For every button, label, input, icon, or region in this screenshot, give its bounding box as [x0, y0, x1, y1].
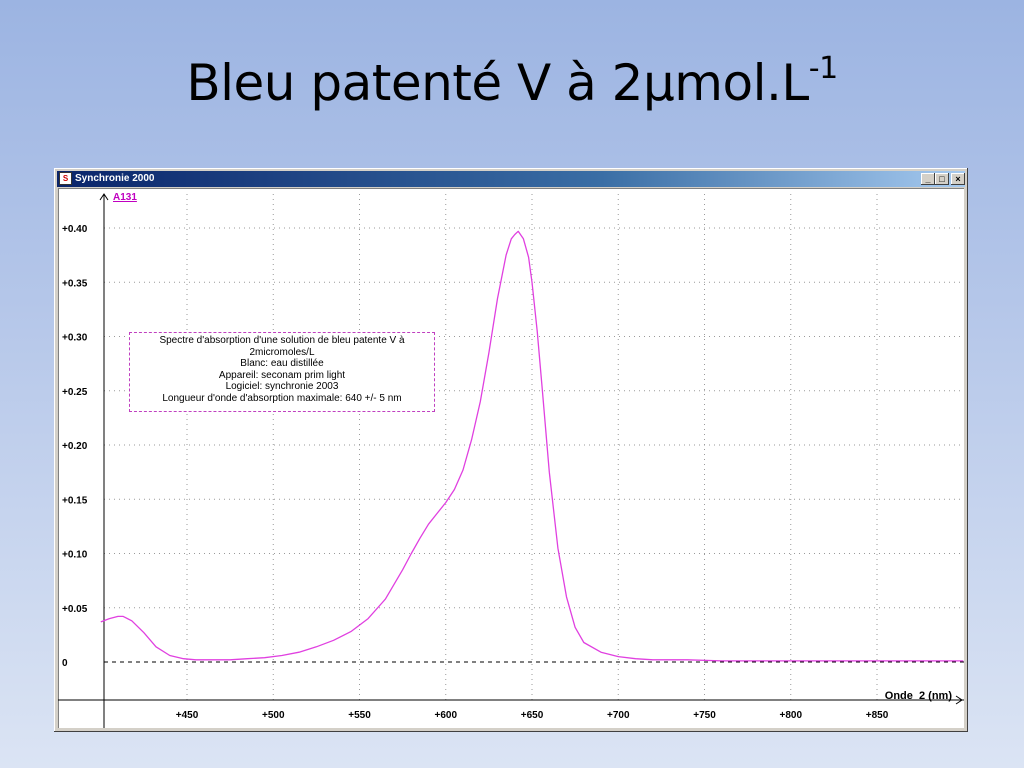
chart-svg: 0 +0.05 +0.10 +0.15 +0.20 +0.25 +0.30 +0.35 +0.4…: [58, 193, 964, 728]
synchronie-window: S Synchronie 2000 _ □ × 0 +0.05 +0.10 +0.15…: [54, 168, 968, 732]
slide-title: Bleu patenté V à 2µmol.L-1: [0, 54, 1024, 109]
close-button[interactable]: ×: [951, 173, 965, 185]
annotation-line: 2micromoles/L: [249, 346, 315, 358]
annotation-line: Blanc: eau distillée: [240, 358, 324, 369]
y-tick-label: +0.20: [62, 441, 88, 452]
x-tick-label: +550: [348, 710, 371, 721]
annotation-box[interactable]: Spectre d'absorption d'une solution de b…: [129, 332, 435, 412]
y-tick-label: +0.05: [62, 604, 88, 615]
y-tick-label: +0.25: [62, 387, 88, 398]
y-tick-label: +0.10: [62, 550, 88, 561]
y-tick-label: 0: [62, 658, 68, 669]
x-axis-arrow: [955, 695, 963, 705]
x-tick-label: +600: [434, 710, 457, 721]
series-line-a131: [100, 230, 964, 662]
series-layer: [100, 230, 964, 662]
x-tick-label: +500: [262, 710, 285, 721]
minimize-button[interactable]: _: [921, 173, 935, 185]
x-tick-label: +850: [866, 710, 889, 721]
tick-layer: 0 +0.05 +0.10 +0.15 +0.20 +0.25 +0.30 +0.35 +0.4…: [62, 224, 889, 721]
window-title: Synchronie 2000: [75, 173, 155, 184]
slide-title-superscript: -1: [808, 51, 838, 86]
x-tick-label: +800: [779, 710, 802, 721]
y-tick-label: +0.40: [62, 224, 88, 235]
slide-title-text: Bleu patenté V à 2µmol.L: [186, 54, 809, 112]
x-tick-label: +700: [607, 710, 630, 721]
annotation-line: Appareil: seconam prim light: [218, 369, 346, 381]
window-titlebar[interactable]: S Synchronie 2000 _ □ ×: [57, 171, 965, 187]
x-tick-label: +450: [176, 710, 199, 721]
x-tick-label: +650: [521, 710, 544, 721]
series-label[interactable]: A131: [113, 192, 137, 203]
axis-layer: [58, 193, 964, 728]
app-icon[interactable]: S: [59, 172, 72, 185]
y-axis-arrow: [99, 193, 109, 201]
y-tick-label: +0.15: [62, 495, 88, 506]
grid-layer: [104, 194, 964, 700]
annotation-line: Longueur d'onde d'absorption maximale: 6…: [162, 392, 402, 404]
plot-area[interactable]: 0 +0.05 +0.10 +0.15 +0.20 +0.25 +0.30 +0.35 +0.4…: [58, 188, 964, 728]
x-axis-title: Onde_2 (nm): [884, 690, 952, 702]
y-tick-label: +0.35: [62, 278, 88, 289]
annotation-line: Spectre d'absorption d'une solution de b…: [159, 335, 405, 346]
annotation-line: Logiciel: synchronie 2003: [225, 381, 339, 392]
maximize-button[interactable]: □: [935, 173, 949, 185]
x-tick-label: +750: [693, 710, 716, 721]
y-tick-label: +0.30: [62, 333, 88, 344]
